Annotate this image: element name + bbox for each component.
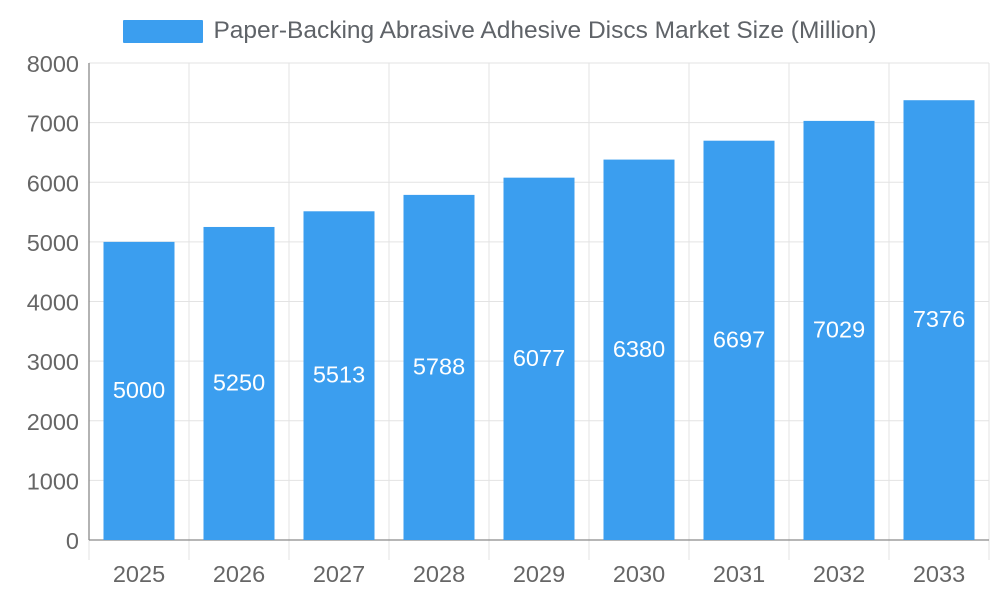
svg-text:5513: 5513 bbox=[313, 362, 365, 388]
svg-text:7000: 7000 bbox=[27, 111, 79, 137]
svg-text:5250: 5250 bbox=[213, 369, 265, 395]
svg-text:2026: 2026 bbox=[213, 561, 265, 587]
svg-text:2031: 2031 bbox=[713, 561, 765, 587]
svg-text:5788: 5788 bbox=[413, 353, 465, 379]
svg-text:5000: 5000 bbox=[27, 230, 79, 256]
svg-text:6697: 6697 bbox=[713, 326, 765, 352]
svg-text:1000: 1000 bbox=[27, 468, 79, 494]
svg-text:6000: 6000 bbox=[27, 170, 79, 196]
svg-text:2025: 2025 bbox=[113, 561, 165, 587]
svg-text:8000: 8000 bbox=[27, 51, 79, 77]
svg-text:2030: 2030 bbox=[613, 561, 665, 587]
svg-text:2000: 2000 bbox=[27, 409, 79, 435]
svg-text:3000: 3000 bbox=[27, 349, 79, 375]
svg-text:7376: 7376 bbox=[913, 306, 965, 332]
svg-text:4000: 4000 bbox=[27, 290, 79, 316]
svg-text:2033: 2033 bbox=[913, 561, 965, 587]
svg-text:6077: 6077 bbox=[513, 345, 565, 371]
svg-text:0: 0 bbox=[66, 528, 79, 554]
svg-text:2032: 2032 bbox=[813, 561, 865, 587]
svg-text:2028: 2028 bbox=[413, 561, 465, 587]
svg-text:7029: 7029 bbox=[813, 316, 865, 342]
svg-text:6380: 6380 bbox=[613, 336, 665, 362]
svg-text:2027: 2027 bbox=[313, 561, 365, 587]
svg-text:2029: 2029 bbox=[513, 561, 565, 587]
svg-text:5000: 5000 bbox=[113, 377, 165, 403]
